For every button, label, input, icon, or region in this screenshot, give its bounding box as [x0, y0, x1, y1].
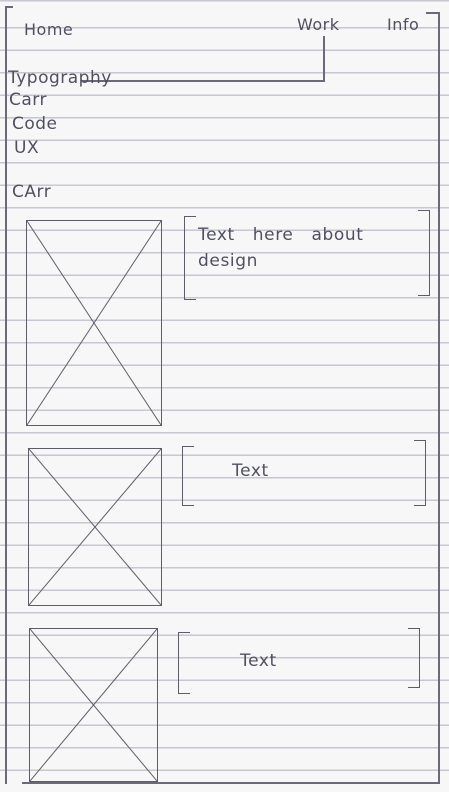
work-dropdown-connector-horizontal: [82, 80, 325, 82]
nav-home-link[interactable]: Home: [24, 20, 74, 39]
placeholder-cross-icon: [27, 221, 161, 425]
image-placeholder-1: [26, 220, 162, 426]
card-3-text: Text: [240, 651, 277, 671]
nav-info-link[interactable]: Info: [387, 15, 420, 34]
text-box-3-left-bracket: [178, 632, 190, 694]
text-box-3-right-bracket: [408, 628, 420, 688]
work-dropdown-connector-vertical: [323, 36, 325, 80]
frame-top-right-tick: [426, 12, 439, 14]
submenu-item-carr[interactable]: Carr: [9, 90, 47, 110]
image-placeholder-2: [28, 448, 162, 606]
card-2-text: Text: [232, 461, 269, 481]
frame-bottom-edge: [22, 782, 440, 784]
section-title: CArr: [12, 182, 52, 202]
submenu-item-ux[interactable]: UX: [14, 138, 40, 158]
text-box-1-right-bracket: [418, 210, 430, 296]
text-box-2-right-bracket: [414, 440, 426, 506]
placeholder-cross-icon: [29, 449, 161, 605]
nav-work-link[interactable]: Work: [297, 15, 340, 34]
text-box-2-left-bracket: [182, 446, 194, 506]
submenu-item-code[interactable]: Code: [12, 114, 58, 134]
text-box-1-left-bracket: [184, 216, 196, 300]
card-1-text: Text here about design: [198, 225, 364, 271]
frame-left-edge: [5, 6, 7, 784]
placeholder-cross-icon: [30, 629, 157, 781]
submenu-item-typography[interactable]: Typography: [8, 68, 112, 88]
image-placeholder-3: [29, 628, 158, 782]
frame-top-left-tick: [5, 6, 13, 8]
frame-right-edge: [438, 12, 440, 782]
